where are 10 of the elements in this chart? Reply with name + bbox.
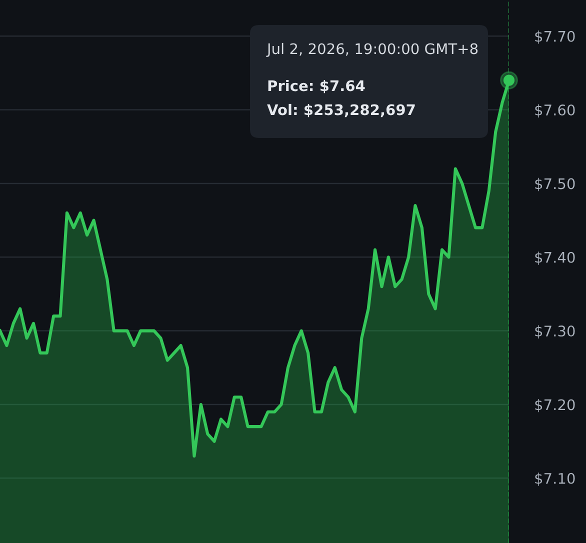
y-tick-label: $7.20 <box>535 398 575 412</box>
y-tick-label: $7.30 <box>535 325 575 338</box>
y-tick-label: $7.40 <box>535 252 575 265</box>
annotation: Jul 2, 2026, 19:00:00 GMT+8 <box>266 42 478 57</box>
y-tick-label: $7.60 <box>535 104 575 118</box>
y-tick-label: $7.50 <box>535 178 575 192</box>
annotation: Price: $7.64 <box>268 80 365 94</box>
y-tick-label: $7.70 <box>535 30 575 44</box>
annotation: Vol: $253,282,697 <box>267 104 415 118</box>
y-tick-label: $7.10 <box>535 472 575 486</box>
